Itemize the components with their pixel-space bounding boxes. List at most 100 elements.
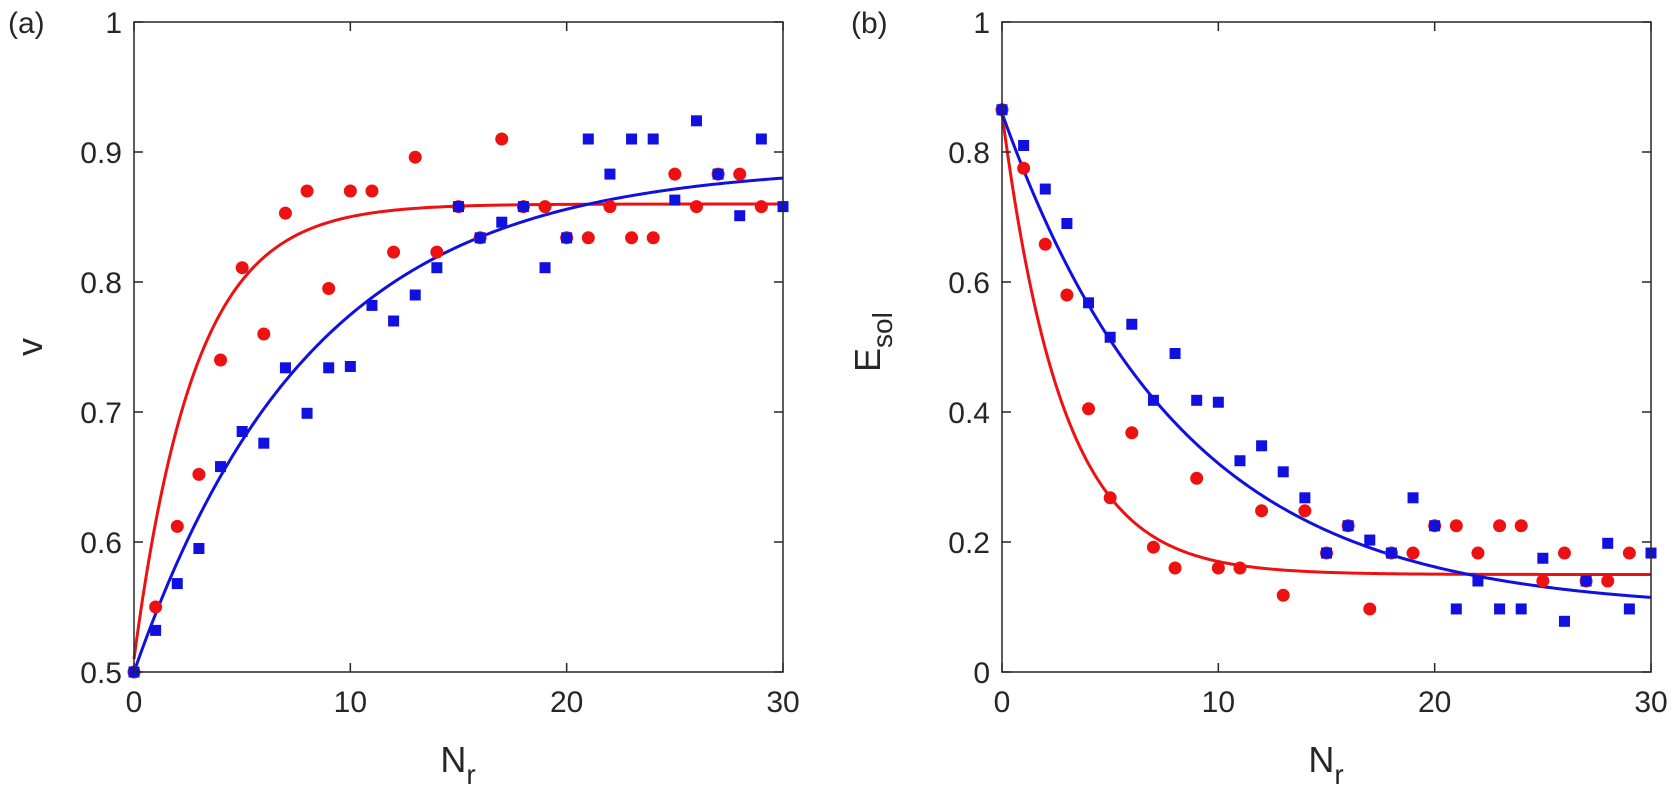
x-tick-label-b-2: 20 bbox=[1418, 686, 1451, 719]
point-a-blue-26 bbox=[690, 115, 702, 127]
point-b-blue-14 bbox=[1299, 492, 1311, 504]
x-axis-label-sub-a: r bbox=[466, 759, 475, 790]
y-axis-label-sub-b: sol bbox=[867, 312, 898, 348]
y-tick-label-b-3: 0.6 bbox=[948, 267, 990, 300]
point-b-red-29 bbox=[1622, 546, 1636, 560]
point-a-blue-11 bbox=[366, 299, 378, 311]
y-axis-label-b: Esol bbox=[847, 312, 898, 372]
point-b-red-7 bbox=[1146, 540, 1160, 554]
x-tick-label-b-0: 0 bbox=[994, 686, 1011, 719]
point-b-blue-25 bbox=[1537, 552, 1549, 564]
point-b-blue-7 bbox=[1147, 394, 1159, 406]
point-b-blue-4 bbox=[1083, 297, 1095, 309]
axes-frame-a bbox=[133, 21, 784, 673]
point-a-blue-6 bbox=[258, 437, 270, 449]
point-b-blue-9 bbox=[1191, 394, 1203, 406]
point-a-red-2 bbox=[170, 519, 184, 533]
point-a-red-7 bbox=[278, 206, 292, 220]
point-b-blue-15 bbox=[1321, 547, 1332, 559]
point-a-blue-19 bbox=[539, 262, 551, 274]
point-b-red-6 bbox=[1125, 426, 1139, 440]
axes-frame-b bbox=[1001, 21, 1652, 673]
point-b-blue-13 bbox=[1277, 466, 1289, 478]
point-a-blue-14 bbox=[431, 262, 443, 274]
point-b-blue-27 bbox=[1580, 575, 1592, 587]
point-b-blue-16 bbox=[1342, 520, 1354, 532]
point-a-red-12 bbox=[387, 245, 401, 259]
y-tick-label-a-4: 0.9 bbox=[80, 137, 122, 170]
y-axis-label-main-a: v bbox=[9, 338, 50, 356]
point-a-red-28 bbox=[733, 167, 747, 181]
x-axis-label-a: Nr bbox=[440, 739, 475, 790]
point-a-blue-21 bbox=[582, 133, 594, 145]
x-axis-label-main-b: N bbox=[1308, 739, 1334, 780]
point-b-blue-20 bbox=[1429, 520, 1441, 532]
point-b-red-8 bbox=[1168, 561, 1182, 575]
point-b-blue-3 bbox=[1061, 218, 1073, 229]
point-b-blue-18 bbox=[1385, 547, 1397, 559]
point-b-blue-11 bbox=[1234, 455, 1246, 467]
y-tick-label-a-0: 0.5 bbox=[80, 657, 122, 690]
point-a-blue-29 bbox=[755, 133, 767, 145]
point-a-blue-16 bbox=[474, 232, 486, 244]
point-b-red-19 bbox=[1406, 546, 1420, 560]
point-b-red-2 bbox=[1038, 237, 1052, 251]
point-a-red-5 bbox=[235, 261, 249, 275]
point-b-red-11 bbox=[1233, 561, 1247, 575]
point-a-red-29 bbox=[754, 200, 768, 214]
point-a-blue-3 bbox=[193, 543, 205, 554]
panel-label-a: (a) bbox=[8, 7, 45, 40]
point-b-red-25 bbox=[1536, 574, 1550, 588]
x-tick-label-b-3: 30 bbox=[1634, 686, 1667, 719]
y-tick-label-b-0: 0 bbox=[973, 657, 990, 690]
x-tick-label-a-3: 30 bbox=[766, 686, 799, 719]
point-b-red-21 bbox=[1449, 519, 1463, 533]
point-a-red-17 bbox=[495, 132, 509, 146]
point-a-blue-12 bbox=[388, 315, 400, 327]
point-a-blue-15 bbox=[453, 201, 464, 213]
point-b-red-28 bbox=[1601, 574, 1615, 588]
point-b-blue-28 bbox=[1602, 537, 1614, 549]
point-a-red-23 bbox=[625, 231, 639, 245]
point-a-blue-10 bbox=[344, 361, 356, 372]
point-b-blue-8 bbox=[1169, 348, 1181, 359]
panel-label-b: (b) bbox=[851, 7, 888, 40]
point-b-blue-19 bbox=[1407, 492, 1419, 504]
point-b-red-10 bbox=[1211, 561, 1225, 575]
x-tick-label-a-1: 10 bbox=[334, 686, 367, 719]
point-a-red-24 bbox=[646, 231, 660, 245]
x-tick-label-a-2: 20 bbox=[550, 686, 583, 719]
fit-curve-b-red bbox=[1000, 112, 1651, 576]
y-tick-label-b-5: 1 bbox=[973, 7, 990, 40]
point-a-blue-20 bbox=[561, 232, 573, 244]
point-a-blue-7 bbox=[279, 362, 291, 374]
point-b-blue-1 bbox=[1018, 140, 1030, 151]
point-a-blue-5 bbox=[236, 426, 248, 437]
point-a-red-19 bbox=[538, 200, 552, 214]
panel-a: (a) 0 10 20 30 0.5 0.6 0.7 0.8 0.9 1 Nr v bbox=[8, 7, 800, 790]
point-b-red-26 bbox=[1557, 546, 1571, 560]
point-b-red-12 bbox=[1255, 504, 1269, 518]
y-axis-label-a: v bbox=[9, 338, 50, 356]
point-a-red-8 bbox=[300, 184, 314, 198]
y-tick-label-b-1: 0.2 bbox=[948, 527, 990, 560]
point-a-blue-4 bbox=[215, 461, 227, 473]
point-a-red-11 bbox=[365, 184, 379, 198]
point-b-blue-17 bbox=[1364, 534, 1376, 546]
point-b-blue-26 bbox=[1558, 615, 1570, 627]
panel-b: (b) 0 10 20 30 0 0.2 0.4 0.6 0.8 1 Nr Esol bbox=[847, 7, 1668, 790]
point-b-red-13 bbox=[1276, 588, 1290, 602]
point-b-red-14 bbox=[1298, 504, 1312, 518]
point-a-blue-2 bbox=[171, 578, 183, 590]
x-axis-label-main-a: N bbox=[440, 739, 466, 780]
x-tick-label-a-0: 0 bbox=[126, 686, 143, 719]
y-tick-label-b-2: 0.4 bbox=[948, 397, 990, 430]
point-b-blue-29 bbox=[1623, 603, 1635, 615]
point-b-blue-12 bbox=[1256, 440, 1268, 452]
point-a-red-21 bbox=[581, 231, 595, 245]
point-a-red-10 bbox=[343, 184, 357, 198]
point-b-red-1 bbox=[1017, 161, 1031, 175]
point-a-red-3 bbox=[192, 467, 206, 481]
y-tick-label-a-3: 0.8 bbox=[80, 267, 122, 300]
